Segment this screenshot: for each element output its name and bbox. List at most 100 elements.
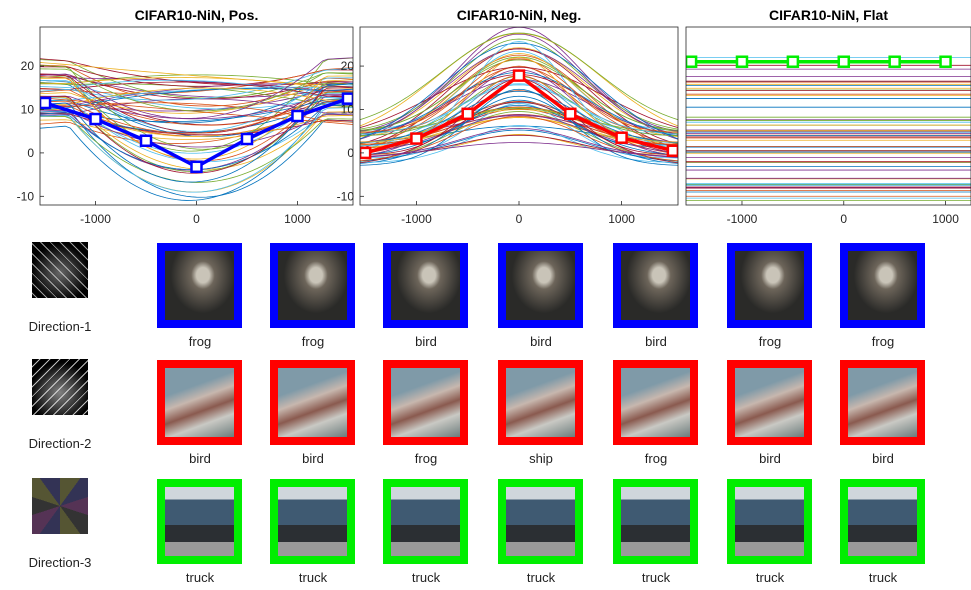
background-curve (40, 88, 353, 111)
sample-image-frame (727, 243, 812, 328)
background-curve (360, 104, 678, 156)
prediction-label: truck (526, 570, 556, 585)
sample-image (621, 251, 690, 320)
background-curve (40, 62, 353, 88)
prediction-label: bird (759, 451, 781, 466)
highlight-marker (837, 55, 851, 68)
background-curves (360, 27, 678, 166)
highlight-marker (564, 107, 577, 121)
prediction-label: frog (758, 334, 782, 349)
background-curve (40, 59, 353, 99)
highlight-marker (139, 134, 153, 147)
background-curve (360, 101, 678, 164)
background-curve (40, 87, 353, 106)
prediction-label: frog (644, 451, 668, 466)
sample-image-frame (498, 479, 583, 564)
chart-3: -1000 0 1000 CIFAR10-NiN, Flat (685, 7, 971, 226)
chart-2: -1000 0 1000 -10 0 10 20 CIFAR10-NiN, Neg. (337, 7, 679, 226)
prediction-label: bird (645, 334, 667, 349)
y-tick-label: 10 (341, 102, 355, 116)
y-tick-label: 0 (347, 146, 354, 160)
background-curve (360, 47, 678, 135)
chart-title: CIFAR10-NiN, Pos. (135, 7, 259, 23)
background-curve (360, 142, 678, 158)
sample-image (848, 251, 917, 320)
highlight-marker (735, 55, 749, 68)
prediction-label: frog (301, 334, 325, 349)
prediction-label: truck (755, 570, 785, 585)
chart-title: CIFAR10-NiN, Neg. (457, 7, 581, 23)
chart-1: -1000 0 1000 -10 0 10 20 CIFAR10-NiN, Pos. (17, 7, 354, 226)
background-curve (40, 106, 353, 198)
highlight-marker (615, 131, 628, 144)
y-tick-label: -10 (17, 189, 35, 203)
background-curve (360, 54, 678, 152)
sample-image-frame (157, 479, 242, 564)
sample-image-frame (157, 243, 242, 328)
highlight-marker (888, 55, 901, 68)
background-curve (360, 50, 678, 132)
prediction-label: frog (871, 334, 895, 349)
sample-image-frame (383, 243, 468, 328)
sample-image (391, 487, 460, 556)
sample-image-frame (727, 479, 812, 564)
background-curve (40, 85, 353, 103)
background-curve (360, 66, 678, 128)
highlight-marker (686, 55, 698, 68)
direction-image (32, 478, 88, 534)
background-curve (40, 87, 353, 126)
highlight-marker (512, 69, 526, 82)
background-curve (360, 33, 678, 127)
y-tick-label: 10 (21, 102, 35, 116)
background-curve (40, 79, 353, 126)
background-curve (360, 33, 678, 136)
x-tick-label: -1000 (727, 212, 758, 226)
background-curve (360, 48, 678, 145)
background-curve (360, 88, 678, 166)
direction-label: Direction-1 (28, 319, 92, 334)
background-curve (40, 57, 353, 119)
sample-image-frame (613, 243, 698, 328)
background-curve (360, 42, 678, 140)
prediction-label: frog (188, 334, 212, 349)
x-tick-label: -1000 (401, 212, 432, 226)
background-curve (360, 103, 678, 159)
background-curve (360, 38, 678, 130)
background-curve (360, 65, 678, 133)
highlight-marker (666, 144, 678, 157)
sample-image-frame (383, 360, 468, 445)
background-curve (40, 115, 353, 140)
background-curve (40, 107, 353, 193)
sample-image (506, 487, 575, 556)
sample-image-frame (270, 479, 355, 564)
prediction-label: bird (530, 334, 552, 349)
background-curves (40, 57, 353, 201)
x-tick-label: 1000 (608, 212, 635, 226)
background-curve (40, 76, 353, 92)
highlight-marker (40, 96, 52, 110)
background-curve (40, 81, 353, 98)
highlight-marker (190, 160, 203, 174)
sample-image-frame (727, 360, 812, 445)
sample-image (621, 368, 690, 437)
sample-image (165, 487, 234, 556)
background-curve (40, 93, 353, 120)
prediction-label: truck (185, 570, 215, 585)
background-curve (40, 67, 353, 94)
y-tick-label: 20 (21, 59, 35, 73)
x-tick-label: 0 (840, 212, 847, 226)
background-curve (40, 90, 353, 134)
highlight-marker (461, 107, 474, 121)
sample-image-frame (270, 243, 355, 328)
sample-image (848, 368, 917, 437)
direction-image (32, 359, 88, 415)
sample-image (735, 251, 804, 320)
background-curve (40, 75, 353, 160)
prediction-label: truck (298, 570, 328, 585)
x-tick-label: 1000 (284, 212, 311, 226)
sample-image (621, 487, 690, 556)
charts-svg: -1000 0 1000 -10 0 10 20 CIFAR10-NiN, Pos. -1000… (17, 7, 971, 226)
background-curve (40, 82, 353, 124)
prediction-label: bird (415, 334, 437, 349)
prediction-label: truck (868, 570, 898, 585)
